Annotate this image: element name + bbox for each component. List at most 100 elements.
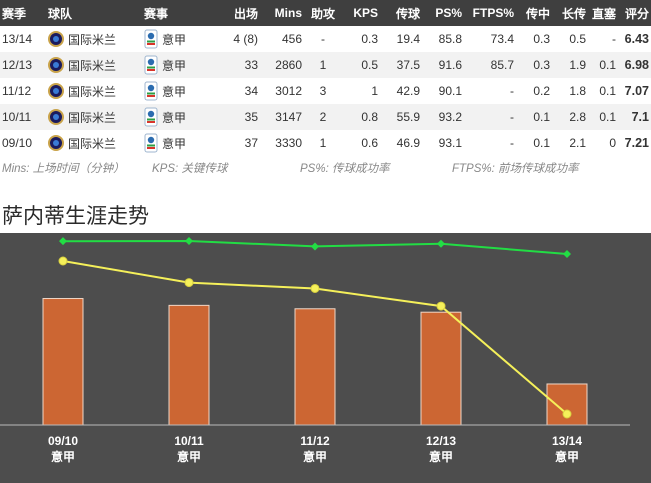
cell-team: 国际米兰 bbox=[46, 78, 142, 104]
team-name-link[interactable]: 国际米兰 bbox=[68, 84, 117, 99]
x-tick-sublabel: 意甲 bbox=[177, 449, 201, 464]
cell-season: 11/12 bbox=[0, 78, 46, 104]
inter-milan-logo-icon bbox=[48, 83, 64, 99]
cell-rating: 7.21 bbox=[618, 130, 651, 156]
col-kps[interactable]: KPS bbox=[342, 0, 380, 26]
cell-shots: 0.1 bbox=[588, 78, 618, 104]
cell-passes: 46.9 bbox=[380, 130, 422, 156]
rating-point bbox=[58, 256, 68, 266]
cell-long: 2.8 bbox=[552, 104, 588, 130]
rating-point bbox=[436, 301, 446, 311]
competition-name-link[interactable]: 意甲 bbox=[162, 32, 187, 47]
legend-mins: Mins: 上场时间（分钟） bbox=[2, 163, 125, 175]
rating-point bbox=[310, 283, 320, 293]
cell-team: 国际米兰 bbox=[46, 52, 142, 78]
competition-name-link[interactable]: 意甲 bbox=[162, 58, 187, 73]
cell-rating: 6.98 bbox=[618, 52, 651, 78]
cell-rating: 7.07 bbox=[618, 78, 651, 104]
inter-milan-logo-icon bbox=[48, 31, 64, 47]
col-passes[interactable]: 传球 bbox=[380, 0, 422, 26]
col-apps[interactable]: 出场 bbox=[214, 0, 260, 26]
cell-mins: 456 bbox=[260, 26, 304, 52]
pass-success-point bbox=[59, 237, 67, 246]
cell-apps: 35 bbox=[214, 104, 260, 130]
cell-team: 国际米兰 bbox=[46, 104, 142, 130]
cell-through: 0.3 bbox=[516, 26, 552, 52]
cell-ps-pct: 93.1 bbox=[422, 130, 464, 156]
legend-ps: PS%: 传球成功率 bbox=[300, 163, 390, 175]
legend-ftps: FTPS%: 前场传球成功率 bbox=[452, 163, 579, 175]
rating-point bbox=[562, 409, 572, 419]
cell-competition: 意甲 bbox=[142, 130, 214, 156]
x-tick-label: 13/14 bbox=[552, 434, 582, 448]
table-row: 10/11 国际米兰 意甲 35 3147 2 0.8 55.9 93.2-0.1 2.8 0.1 7… bbox=[0, 104, 651, 130]
col-assists[interactable]: 助攻 bbox=[304, 0, 342, 26]
table-header-row: 赛季 球队 赛事 出场 Mins 助攻 KPS 传球 PS% FTPS% 传中 … bbox=[0, 0, 651, 26]
cell-passes: 55.9 bbox=[380, 104, 422, 130]
cell-apps: 4 (8) bbox=[214, 26, 260, 52]
inter-milan-logo-icon bbox=[48, 135, 64, 151]
col-mins[interactable]: Mins bbox=[260, 0, 304, 26]
team-name-link[interactable]: 国际米兰 bbox=[68, 32, 117, 47]
col-through[interactable]: 传中 bbox=[516, 0, 552, 26]
cell-assists: 1 bbox=[304, 52, 342, 78]
pass-success-point bbox=[311, 242, 319, 251]
cell-kps: 1 bbox=[342, 78, 380, 104]
pass-success-point bbox=[437, 239, 445, 248]
cell-ps-pct: 85.8 bbox=[422, 26, 464, 52]
team-name-link[interactable]: 国际米兰 bbox=[68, 136, 117, 151]
bar-appearances bbox=[168, 304, 210, 426]
cell-long: 2.1 bbox=[552, 130, 588, 156]
col-season[interactable]: 赛季 bbox=[0, 0, 46, 26]
competition-name-link[interactable]: 意甲 bbox=[162, 136, 187, 151]
bar-appearances bbox=[546, 383, 588, 426]
cell-ps-pct: 90.1 bbox=[422, 78, 464, 104]
cell-competition: 意甲 bbox=[142, 52, 214, 78]
cell-ps-pct: 91.6 bbox=[422, 52, 464, 78]
cell-kps: 0.3 bbox=[342, 26, 380, 52]
cell-assists: - bbox=[304, 26, 342, 52]
col-competition[interactable]: 赛事 bbox=[142, 0, 214, 26]
cell-mins: 2860 bbox=[260, 52, 304, 78]
cell-shots: 0.1 bbox=[588, 104, 618, 130]
cell-long: 1.8 bbox=[552, 78, 588, 104]
cell-team: 国际米兰 bbox=[46, 130, 142, 156]
cell-kps: 0.6 bbox=[342, 130, 380, 156]
cell-ftps-pct: - bbox=[464, 130, 516, 156]
table-row: 12/13 国际米兰 意甲 33 2860 1 0.5 37.5 91.6 85.7 0.3 1.9 0… bbox=[0, 52, 651, 78]
cell-season: 13/14 bbox=[0, 26, 46, 52]
cell-long: 1.9 bbox=[552, 52, 588, 78]
cell-assists: 2 bbox=[304, 104, 342, 130]
cell-competition: 意甲 bbox=[142, 26, 214, 52]
legend-kps: KPS: 关键传球 bbox=[152, 163, 228, 175]
cell-long: 0.5 bbox=[552, 26, 588, 52]
serie-a-logo-icon bbox=[144, 133, 158, 153]
col-ps-pct[interactable]: PS% bbox=[422, 0, 464, 26]
x-tick-sublabel: 意甲 bbox=[51, 449, 75, 464]
cell-passes: 42.9 bbox=[380, 78, 422, 104]
cell-rating: 6.43 bbox=[618, 26, 651, 52]
col-ftps-pct[interactable]: FTPS% bbox=[464, 0, 516, 26]
col-rating[interactable]: 评分 bbox=[618, 0, 651, 26]
cell-mins: 3012 bbox=[260, 78, 304, 104]
competition-name-link[interactable]: 意甲 bbox=[162, 110, 187, 125]
team-name-link[interactable]: 国际米兰 bbox=[68, 58, 117, 73]
rating-point bbox=[184, 278, 194, 288]
bar-appearances bbox=[420, 311, 462, 426]
table-row: 13/14 国际米兰 意甲 4 (8) 456-0.3 19.4 85.8 73.4 0.3 0.… bbox=[0, 26, 651, 52]
cell-ftps-pct: 73.4 bbox=[464, 26, 516, 52]
cell-ftps-pct: - bbox=[464, 104, 516, 130]
cell-shots: 0 bbox=[588, 130, 618, 156]
col-shots[interactable]: 直塞 bbox=[588, 0, 618, 26]
serie-a-logo-icon bbox=[144, 29, 158, 49]
stats-legend: Mins: 上场时间（分钟） KPS: 关键传球 PS%: 传球成功率 FTPS… bbox=[2, 158, 650, 176]
cell-season: 09/10 bbox=[0, 130, 46, 156]
competition-name-link[interactable]: 意甲 bbox=[162, 84, 187, 99]
col-long[interactable]: 长传 bbox=[552, 0, 588, 26]
serie-a-logo-icon bbox=[144, 107, 158, 127]
table-row: 09/10 国际米兰 意甲 37 3330 1 0.6 46.9 93.1-0.1 2.1 0 7.2… bbox=[0, 130, 651, 156]
col-team[interactable]: 球队 bbox=[46, 0, 142, 26]
team-name-link[interactable]: 国际米兰 bbox=[68, 110, 117, 125]
inter-milan-logo-icon bbox=[48, 57, 64, 73]
